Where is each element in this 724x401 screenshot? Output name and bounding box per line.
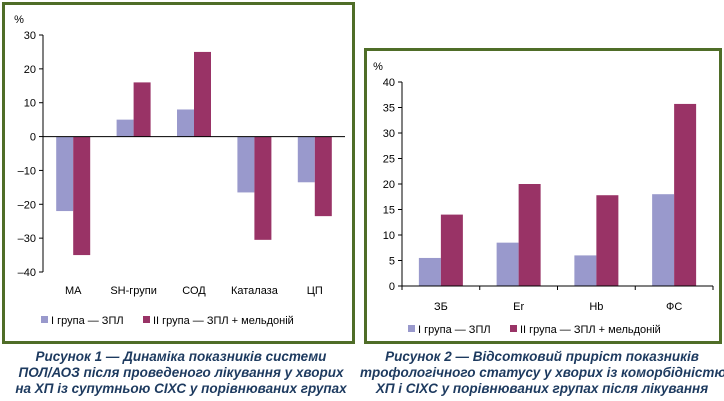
x-tick-label: ЗБ — [434, 301, 448, 313]
caption-2-line-1: Рисунок 2 — Відсотковий приріст показник… — [385, 349, 699, 364]
y-tick-label: 0 — [30, 132, 36, 144]
caption-2-line-2: трофологічного статусу у хворих із комор… — [360, 365, 724, 380]
y-tick-label: 40 — [383, 77, 395, 89]
bar-1 — [237, 136, 255, 193]
x-tick-label: Каталаза — [231, 285, 279, 297]
y-tick-label: 10 — [383, 230, 395, 242]
y-tick-label: 20 — [383, 179, 395, 191]
legend-swatch-2 — [510, 325, 517, 332]
bar-2 — [674, 103, 697, 287]
y-tick-label: –30 — [18, 233, 36, 245]
bar-2 — [254, 136, 272, 240]
y-axis-label: % — [373, 61, 383, 73]
x-tick-label: ФС — [666, 301, 682, 313]
x-tick-label: МА — [65, 285, 82, 297]
y-tick-label: 5 — [389, 256, 395, 268]
legend-swatch-1 — [41, 316, 48, 323]
y-tick-label: 20 — [24, 64, 36, 76]
y-tick-label: –10 — [18, 165, 36, 177]
chart-panel-2: % 40 35 30 25 20 15 10 5 0 ЗБ Er Hb ФС І група — ЗПЛ ІІ… — [364, 48, 722, 344]
y-tick-label: 30 — [24, 30, 36, 42]
chart-1: %30 20 10 0 –10 –20 –30 –40 МА SH-групи СОД Каталаз… — [14, 14, 345, 327]
y-tick-label: –20 — [18, 199, 36, 211]
legend-entry-2: ІІ група — ЗПЛ + мельдоній — [520, 324, 661, 336]
bar-2 — [133, 82, 151, 137]
figure-2-caption: Рисунок 2 — Відсотковий приріст показник… — [360, 349, 724, 397]
figure-1-caption: Рисунок 1 — Динаміка показників системи … — [2, 349, 360, 397]
bar-1 — [116, 119, 134, 137]
legend-entry-1: І група — ЗПЛ — [418, 324, 491, 336]
bar-1 — [297, 136, 315, 183]
x-tick-label: ЦП — [307, 285, 323, 297]
bar-2 — [194, 51, 211, 137]
bar-2 — [73, 136, 91, 256]
bar-2 — [440, 214, 463, 286]
caption-1-line-1: Рисунок 1 — Динаміка показників системи — [35, 349, 327, 364]
x-tick-label: SH-групи — [110, 285, 157, 297]
bar-1 — [574, 255, 597, 286]
caption-1-line-3: на ХП із супутньою СІХС у порівнюваних г… — [15, 381, 347, 396]
y-axis-label: % — [14, 14, 24, 26]
caption-2-line-3: ХП і СІХС у порівнюваних групах після лі… — [375, 381, 709, 396]
y-tick-label: 0 — [389, 281, 395, 293]
bar-1 — [177, 109, 194, 137]
caption-1-line-2: ПОЛ/АОЗ після проведеного лікування у хв… — [18, 365, 344, 380]
bar-1 — [56, 136, 74, 212]
legend-swatch-2 — [143, 316, 150, 323]
bar-1 — [418, 257, 441, 286]
y-tick-label: 30 — [383, 128, 395, 140]
x-tick-label: СОД — [182, 285, 206, 297]
bar-1 — [496, 242, 519, 286]
bar-2 — [314, 136, 332, 217]
x-tick-label: Hb — [589, 301, 603, 313]
bar-2 — [596, 195, 619, 286]
y-tick-label: 25 — [383, 154, 395, 166]
legend-entry-2: ІІ група — ЗПЛ + мельдоній — [153, 315, 294, 327]
y-tick-label: 15 — [383, 205, 395, 217]
bar-2 — [518, 184, 541, 286]
chart-panel-1: % 30 20 10 0 –10 –20 –30 –40 МА SH-групи СОД Каталаз… — [2, 2, 355, 344]
legend-entry-1: І група — ЗПЛ — [51, 315, 124, 327]
chart-2: %40 35 30 25 20 15 10 5 0 ЗБ Er Hb ФС І група — ЗПЛ ІІ… — [373, 61, 714, 336]
legend-swatch-1 — [408, 325, 415, 332]
y-tick-label: –40 — [18, 267, 36, 279]
y-tick-label: 10 — [24, 98, 36, 110]
x-tick-label: Er — [513, 301, 524, 313]
bar-1 — [652, 194, 675, 286]
y-tick-label: 35 — [383, 103, 395, 115]
